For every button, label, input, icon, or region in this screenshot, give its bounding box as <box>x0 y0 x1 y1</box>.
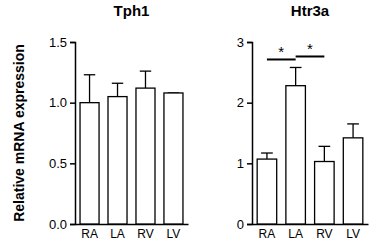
bar <box>80 103 99 224</box>
y-tick: 1 <box>237 156 252 171</box>
y-tick-mark <box>247 42 252 44</box>
bar <box>343 138 363 224</box>
plot-area <box>80 71 183 224</box>
y-tick-label: 2 <box>237 95 244 110</box>
x-axis: RA LA RV LV <box>76 224 189 241</box>
y-tick-label: 3 <box>237 35 244 50</box>
bar <box>315 162 335 224</box>
error-bar <box>347 124 359 138</box>
x-axis: RA LA RV LV <box>253 224 369 241</box>
error-cap <box>84 74 95 75</box>
x-tick: LA <box>110 224 125 241</box>
chart-title: Htr3a <box>291 2 330 19</box>
y-tick: 0.5 <box>49 156 75 171</box>
y-tick-mark <box>70 163 75 165</box>
error-bar <box>261 153 273 159</box>
error-bar <box>112 83 123 96</box>
error-cap <box>347 123 359 124</box>
y-tick-mark <box>247 163 252 165</box>
error-stem <box>117 83 118 96</box>
bar <box>257 159 277 224</box>
y-tick: 2 <box>237 95 252 110</box>
y-tick-mark <box>70 102 75 104</box>
x-tick-label: RV <box>316 227 332 241</box>
x-tick: RV <box>316 224 332 241</box>
x-tick-label: LV <box>167 227 181 241</box>
y-axis-line <box>247 43 253 225</box>
x-tick: RA <box>259 224 276 241</box>
y-tick-label: 0.0 <box>49 217 67 232</box>
x-tick: LA <box>288 224 303 241</box>
x-tick-label: RA <box>81 227 98 241</box>
error-stem <box>352 124 353 138</box>
error-stem <box>89 75 90 103</box>
error-cap <box>140 70 151 71</box>
significance-star: * <box>307 40 313 57</box>
bar <box>136 88 155 224</box>
y-axis: 0 1 2 3 <box>237 35 253 232</box>
x-tick: RA <box>81 224 98 241</box>
x-tick: LV <box>346 224 360 241</box>
significance-star: * <box>278 43 284 60</box>
error-cap <box>318 146 330 147</box>
x-tick: LV <box>167 224 181 241</box>
error-stem <box>145 71 146 88</box>
x-tick-label: LA <box>288 227 303 241</box>
y-axis: 0.0 0.5 1.0 1.5 <box>49 35 76 232</box>
error-bar <box>318 146 330 161</box>
y-tick: 3 <box>237 35 252 50</box>
bar <box>108 97 127 224</box>
y-tick-label: 0 <box>237 217 244 232</box>
error-stem <box>266 153 267 159</box>
error-stem <box>324 146 325 161</box>
x-tick-label: RV <box>137 227 153 241</box>
y-tick-mark <box>247 224 252 226</box>
y-tick: 0.0 <box>49 217 75 232</box>
error-bar <box>290 67 302 85</box>
chart-title: Tph1 <box>114 2 150 19</box>
panel: 0 1 2 3 RA LA RV LV Htr3a * * <box>237 2 369 241</box>
error-cap <box>261 152 273 153</box>
error-bar <box>140 71 151 88</box>
error-stem <box>295 67 296 85</box>
y-tick-label: 1.5 <box>49 35 67 50</box>
plot-area <box>257 67 363 224</box>
y-tick-mark <box>70 224 75 226</box>
error-cap <box>290 67 302 68</box>
y-axis-title: Relative mRNA expression <box>11 44 27 222</box>
figure: 0.0 0.5 1.0 1.5 RA LA RV LV Tph1 Relative mRNA ex… <box>0 0 392 241</box>
x-tick-label: LA <box>110 227 125 241</box>
x-tick-label: RA <box>259 227 276 241</box>
bar <box>164 93 183 224</box>
error-bar <box>84 75 95 103</box>
y-tick-mark <box>247 102 252 104</box>
bar <box>286 86 306 224</box>
y-tick-label: 1.0 <box>49 95 67 110</box>
y-tick-label: 0.5 <box>49 156 67 171</box>
error-cap <box>112 83 123 84</box>
y-tick-mark <box>70 42 75 44</box>
y-tick-label: 1 <box>237 156 244 171</box>
x-tick-label: LV <box>346 227 360 241</box>
y-tick: 0 <box>237 217 252 232</box>
y-axis-line <box>70 43 76 225</box>
y-tick: 1.5 <box>49 35 75 50</box>
panel: 0.0 0.5 1.0 1.5 RA LA RV LV Tph1 Relative mRNA ex… <box>11 2 189 241</box>
x-tick: RV <box>137 224 153 241</box>
y-tick: 1.0 <box>49 95 75 110</box>
